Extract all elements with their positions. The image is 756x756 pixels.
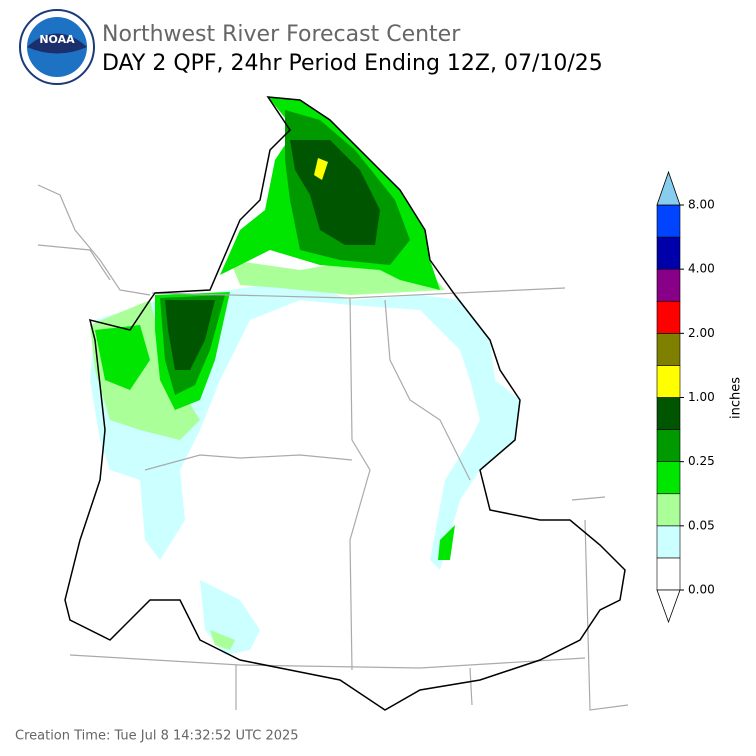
colorbar-segment <box>656 397 681 430</box>
colorbar-extend-low <box>656 589 681 624</box>
colorbar-tick-label: 8.00 <box>688 198 715 212</box>
colorbar-label: inches <box>729 377 744 419</box>
footer: Creation Time: Tue Jul 8 14:32:52 UTC 20… <box>15 729 299 744</box>
colorbar: 0.00 0.05 0.25 1.00 2.00 4.00 8.00 <box>656 170 715 624</box>
colorbar-tick-label: 0.00 <box>688 583 715 597</box>
colorbar-tick-label: 4.00 <box>688 262 715 276</box>
precip-extreme <box>314 158 328 180</box>
colorbar-tick-label: 0.25 <box>688 454 715 468</box>
colorbar-segment <box>656 493 681 527</box>
colorbar-segment <box>656 525 681 559</box>
precip-very-heavy <box>165 300 215 370</box>
precip-moderate <box>438 525 455 560</box>
map <box>37 96 629 711</box>
precip-light <box>210 630 235 650</box>
colorbar-segment <box>656 236 681 270</box>
colorbar-extend-high <box>656 170 681 206</box>
colorbar-segment <box>656 333 681 366</box>
logo-label: NOAA <box>39 33 75 46</box>
logo: NOAA <box>19 9 95 85</box>
colorbar-segment <box>656 300 681 334</box>
colorbar-tick-label: 0.05 <box>688 518 715 532</box>
subtitle: DAY 2 QPF, 24hr Period Ending 12Z, 07/10… <box>102 51 603 76</box>
colorbar-tick-label: 2.00 <box>688 326 715 340</box>
colorbar-segment <box>656 365 681 398</box>
colorbar-segment <box>656 204 681 238</box>
colorbar-segment <box>656 429 681 462</box>
logo-bird <box>27 33 87 54</box>
precip-moderate <box>95 325 150 390</box>
colorbar-tick-label: 1.00 <box>688 390 715 404</box>
boundaries <box>37 184 629 711</box>
colorbar-segment <box>656 268 681 302</box>
title: Northwest River Forecast Center <box>102 22 461 47</box>
colorbar-segment <box>656 557 681 591</box>
basin-outline <box>64 96 626 711</box>
colorbar-segment <box>656 461 681 495</box>
precip-very-heavy <box>290 140 380 245</box>
